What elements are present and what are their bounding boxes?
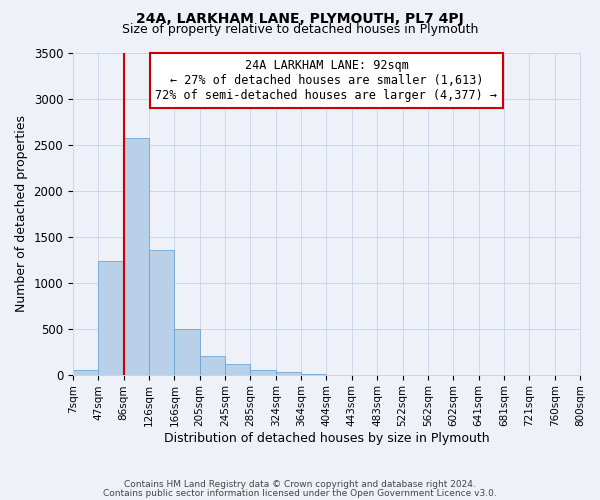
Text: Contains HM Land Registry data © Crown copyright and database right 2024.: Contains HM Land Registry data © Crown c… <box>124 480 476 489</box>
Text: Contains public sector information licensed under the Open Government Licence v3: Contains public sector information licen… <box>103 488 497 498</box>
X-axis label: Distribution of detached houses by size in Plymouth: Distribution of detached houses by size … <box>164 432 489 445</box>
Bar <box>200 356 225 374</box>
Y-axis label: Number of detached properties: Number of detached properties <box>15 115 28 312</box>
Bar <box>276 372 301 374</box>
Text: Size of property relative to detached houses in Plymouth: Size of property relative to detached ho… <box>122 22 478 36</box>
Text: 24A, LARKHAM LANE, PLYMOUTH, PL7 4PJ: 24A, LARKHAM LANE, PLYMOUTH, PL7 4PJ <box>136 12 464 26</box>
Bar <box>73 370 98 374</box>
Bar <box>149 250 175 374</box>
Bar <box>124 138 149 374</box>
Text: 24A LARKHAM LANE: 92sqm
← 27% of detached houses are smaller (1,613)
72% of semi: 24A LARKHAM LANE: 92sqm ← 27% of detache… <box>155 59 497 102</box>
Bar <box>250 370 276 374</box>
Bar <box>98 262 124 374</box>
Bar <box>175 328 200 374</box>
Bar <box>225 364 250 374</box>
